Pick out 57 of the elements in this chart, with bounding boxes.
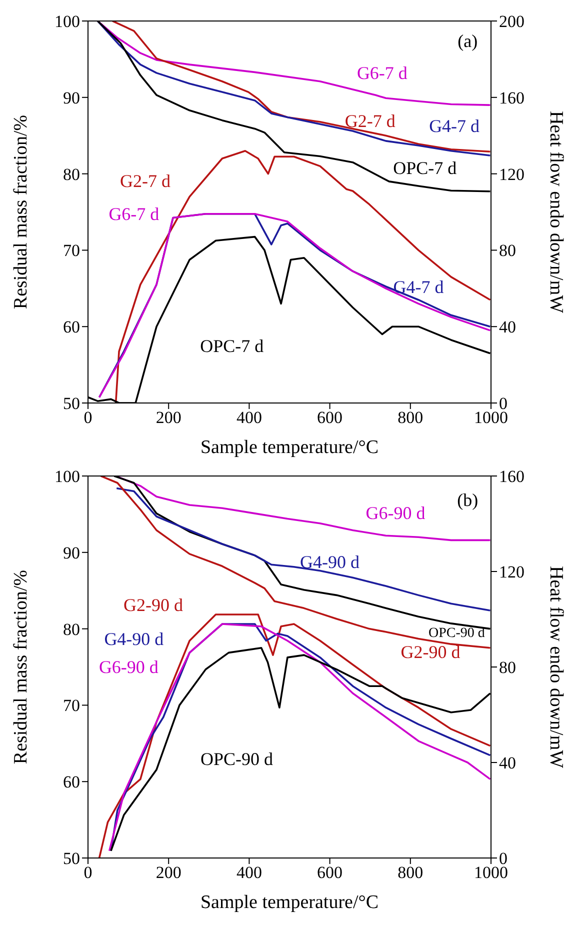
y-tick-label: 70	[63, 696, 80, 716]
y2-tick-label: 80	[499, 241, 516, 260]
y-tick-label: 60	[63, 318, 80, 337]
series-label: G6-7 d	[356, 62, 408, 83]
series-label: G2-90 d	[400, 642, 460, 662]
annotation: (b)	[457, 490, 478, 510]
series-label: G6-7 d	[108, 204, 160, 224]
x-tick-label: 0	[84, 863, 92, 882]
y2-tick-label: 40	[499, 318, 516, 337]
y2-tick-label: 160	[499, 88, 524, 108]
text: OPC-7 d	[200, 336, 264, 356]
y2-tick-label: 120	[499, 164, 524, 184]
y2-tick-label: 200	[499, 12, 524, 32]
series-label: G2-90 d	[124, 595, 184, 616]
y-tick-label: 80	[63, 164, 80, 184]
y2-axis-title: Heat flow endo down/mW	[545, 110, 566, 314]
series-label: OPC-90 d	[200, 748, 273, 769]
series-label: G4-90 d	[104, 628, 164, 649]
series-label: G2-7 d	[120, 171, 170, 192]
line-series	[116, 487, 491, 612]
series-label: G4-7 d	[429, 116, 480, 136]
x-tick-label: 400	[236, 863, 262, 882]
x-axis-title: Sample temperature/°C	[200, 892, 379, 913]
y2-tick-label: 80	[499, 658, 516, 678]
series-label: G2-7 d	[344, 111, 396, 132]
x-tick-label: 600	[317, 408, 343, 428]
x-tick-label: 0	[84, 408, 92, 428]
y-tick-label: 100	[54, 12, 80, 32]
series-label: G6-90 d	[98, 657, 158, 677]
y-tick-label: 90	[63, 88, 80, 108]
y-tick-label: 50	[63, 394, 80, 414]
y2-tick-label: 160	[499, 467, 524, 486]
x-tick-label: 800	[398, 408, 424, 428]
series-label: G4-90 d	[300, 552, 360, 572]
y-tick-label: 80	[63, 620, 80, 639]
x-tick-label: 200	[156, 863, 182, 882]
y-axis-title: Residual mass fraction/%	[10, 570, 32, 764]
x-tick-label: 400	[236, 408, 262, 428]
y-tick-label: 50	[63, 849, 80, 868]
x-tick-label: 1000	[474, 863, 508, 882]
y-tick-label: 60	[63, 772, 80, 792]
series-label: OPC-7 d	[393, 158, 457, 178]
y2-tick-label: 40	[499, 754, 516, 773]
y2-axis-title: Heat flow endo down/mW	[545, 566, 566, 768]
y-axis-title: Residual mass fraction/%	[10, 114, 32, 310]
y-tick-label: 70	[63, 241, 80, 260]
x-tick-label: 800	[398, 863, 424, 882]
y-tick-label: 100	[54, 467, 80, 486]
x-tick-label: 600	[317, 863, 343, 882]
y-tick-label: 90	[63, 543, 80, 562]
x-axis-title: Sample temperature/°C	[200, 437, 379, 458]
x-tick-label: 1000	[474, 408, 508, 428]
annotation: (a)	[458, 30, 478, 51]
series-label: G6-90 d	[366, 503, 426, 524]
line-series	[96, 21, 491, 106]
y2-tick-label: 120	[499, 562, 524, 582]
x-tick-label: 200	[156, 408, 182, 428]
